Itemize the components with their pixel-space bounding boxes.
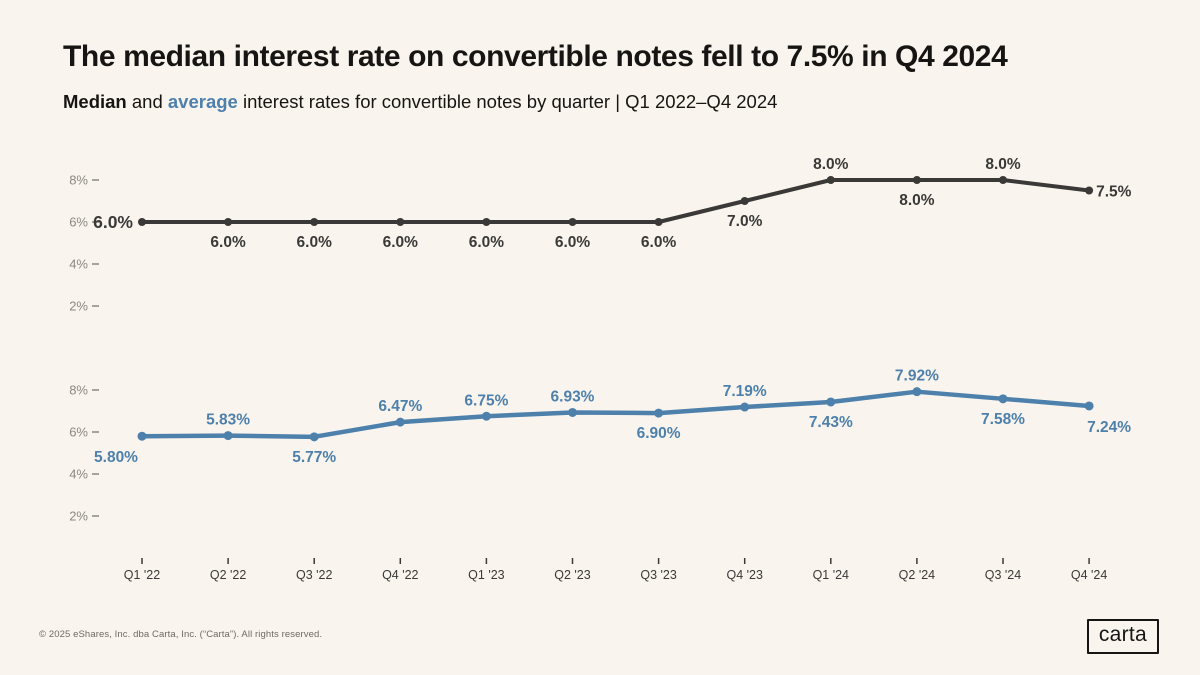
- data-label: 8.0%: [899, 192, 935, 209]
- data-point: [654, 218, 663, 226]
- data-point: [137, 431, 147, 441]
- data-label: 6.47%: [378, 398, 422, 415]
- data-label: 6.0%: [555, 234, 591, 251]
- data-label: 7.92%: [895, 368, 939, 385]
- y-tick-label: 4%: [69, 467, 88, 482]
- data-point: [482, 218, 491, 226]
- series-line-median: [140, 178, 1092, 224]
- data-point: [654, 408, 664, 418]
- subtitle-median-word: Median: [63, 91, 127, 112]
- data-label: 6.75%: [464, 392, 508, 409]
- x-axis-label: Q1 '24: [813, 568, 849, 582]
- data-point: [1084, 401, 1094, 411]
- carta-logo: carta: [1086, 619, 1159, 654]
- data-label: 6.0%: [641, 234, 677, 251]
- y-tick-label: 2%: [69, 299, 88, 314]
- y-tick-label: 6%: [69, 425, 88, 440]
- data-label: 5.80%: [94, 449, 138, 466]
- data-point: [481, 411, 491, 421]
- x-axis-label: Q4 '24: [1071, 568, 1107, 582]
- data-label: 8.0%: [985, 156, 1021, 173]
- x-axis-label: Q1 '23: [468, 568, 504, 582]
- data-label: 7.43%: [809, 414, 853, 431]
- chart-subtitle: Median and average interest rates for co…: [63, 91, 777, 113]
- x-axis-label: Q4 '23: [726, 568, 762, 582]
- data-label: 7.19%: [723, 383, 767, 400]
- carta-logo-text: carta: [1098, 623, 1147, 646]
- x-axis-label: Q3 '22: [296, 568, 332, 582]
- data-point: [223, 431, 233, 441]
- data-label: 5.77%: [292, 449, 336, 466]
- x-axis-label: Q4 '22: [382, 568, 418, 582]
- data-point: [740, 197, 749, 205]
- page-title: The median interest rate on convertible …: [63, 40, 1008, 73]
- subtitle-average-word: average: [167, 91, 238, 112]
- x-axis-label: Q3 '24: [985, 568, 1021, 582]
- data-label: 6.93%: [551, 388, 595, 405]
- y-tick-label: 4%: [69, 257, 88, 272]
- copyright-text: © 2025 eShares, Inc. dba Carta, Inc. (“C…: [39, 629, 323, 640]
- data-label: 5.83%: [206, 412, 250, 429]
- data-label: 7.0%: [727, 213, 763, 230]
- data-label: 6.0%: [93, 212, 133, 232]
- data-point: [310, 218, 319, 226]
- y-tick-label: 2%: [69, 509, 88, 524]
- data-point: [568, 407, 577, 417]
- data-point: [395, 417, 405, 427]
- data-label: 7.5%: [1096, 184, 1132, 201]
- data-label: 6.90%: [637, 425, 681, 442]
- data-point: [912, 176, 921, 184]
- y-tick-label: 6%: [69, 215, 88, 230]
- data-point: [912, 387, 922, 397]
- data-point: [826, 397, 836, 407]
- data-point: [138, 218, 146, 226]
- data-point: [224, 218, 233, 226]
- data-point: [396, 218, 405, 226]
- data-label: 7.58%: [981, 411, 1025, 428]
- data-label: 8.0%: [813, 156, 849, 173]
- x-axis-label: Q2 '23: [554, 568, 590, 582]
- x-axis-label: Q3 '23: [640, 568, 676, 582]
- data-point: [309, 432, 319, 442]
- series-line-average: [139, 389, 1092, 440]
- y-tick-label: 8%: [69, 383, 88, 398]
- data-point: [826, 176, 835, 184]
- subtitle-rest-text: interest rates for convertible notes by …: [242, 91, 778, 112]
- data-point: [1085, 186, 1094, 195]
- y-tick-label: 8%: [69, 173, 88, 188]
- data-label: 6.0%: [469, 234, 505, 251]
- data-point: [999, 176, 1007, 184]
- data-label: 6.0%: [297, 234, 333, 251]
- data-point: [568, 218, 577, 226]
- data-label: 6.0%: [210, 234, 246, 251]
- subtitle-and-word: and: [131, 91, 163, 112]
- data-label: 7.24%: [1087, 419, 1131, 436]
- x-axis-label: Q1 '22: [124, 568, 160, 582]
- data-label: 6.0%: [383, 234, 419, 251]
- data-point: [998, 394, 1008, 404]
- data-point: [740, 402, 750, 412]
- x-axis-label: Q2 '24: [899, 568, 935, 582]
- x-axis-label: Q2 '22: [210, 568, 246, 582]
